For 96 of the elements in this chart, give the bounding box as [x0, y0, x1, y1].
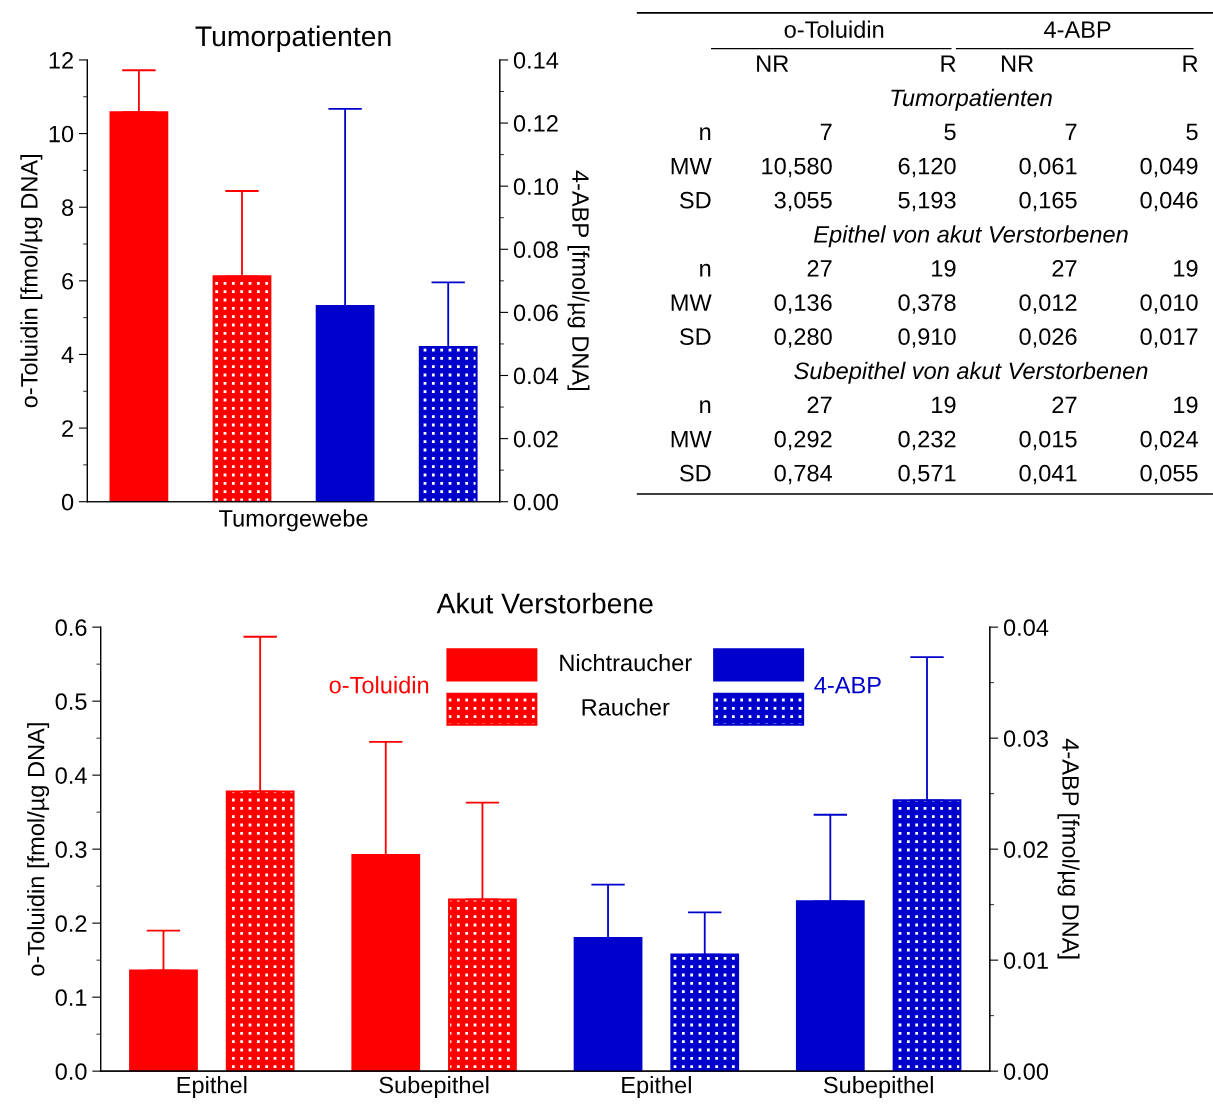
text: Epithel von akut Verstorbenen — [814, 225, 1128, 248]
x-tick-label: Epithel — [622, 1076, 691, 1099]
text: 0,280 — [774, 328, 832, 348]
text: 7 — [820, 123, 832, 141]
y-tick-label: 0.1 — [55, 989, 87, 1006]
text: 0,165 — [1019, 191, 1077, 212]
y-tick-label: 0.3 — [55, 841, 87, 858]
y-tick-label: 0.6 — [55, 619, 87, 636]
category-label: SD — [680, 464, 711, 482]
y2-tick-label: 0.04 — [1003, 619, 1049, 636]
category-label: SD — [680, 191, 711, 209]
text: 0,910 — [898, 328, 956, 348]
category-label: SD — [680, 328, 711, 346]
legend-label: Raucher — [582, 698, 670, 716]
text: 27 — [1052, 396, 1077, 414]
category-label: NR — [757, 55, 789, 72]
text: 19 — [1174, 396, 1198, 414]
y2-axis-title: 4-ABP [fmol/µg DNA] — [567, 170, 590, 391]
y-tick-label: 4 — [61, 346, 74, 364]
text: 0,024 — [1140, 430, 1198, 451]
text: 27 — [1052, 260, 1077, 277]
category-label: R — [1183, 55, 1198, 72]
category-label: R — [941, 55, 956, 72]
y-axis-title: o-Toluidin [fmol/µg DNA] — [20, 154, 43, 408]
text: 0,232 — [898, 430, 956, 451]
x-tick-label: Subepithel — [823, 1076, 933, 1099]
chart-title: Akut Verstorbene — [436, 592, 653, 614]
y-tick-label: 12 — [49, 52, 73, 69]
x-tick-label: Epithel — [177, 1076, 247, 1099]
text: 27 — [807, 396, 832, 414]
chart-title: Tumorpatienten — [195, 25, 391, 52]
category-label: MW — [671, 430, 712, 448]
text: 0,017 — [1140, 328, 1198, 348]
text: o-Toluidin — [784, 20, 884, 38]
text: 0,015 — [1019, 430, 1077, 451]
text: 0,061 — [1019, 157, 1077, 178]
y2-tick-label: 0.06 — [513, 304, 558, 322]
y-tick-label: 2 — [62, 420, 73, 437]
y2-tick-label: 0.12 — [513, 115, 558, 132]
text: 0,292 — [774, 430, 832, 451]
text: 0,012 — [1019, 294, 1077, 314]
text: 19 — [932, 396, 956, 414]
y2-tick-label: 0.08 — [513, 241, 558, 259]
annotation: 4-ABP — [814, 676, 881, 694]
annotation: o-Toluidin — [329, 676, 429, 694]
y-tick-label: 0.5 — [55, 693, 87, 710]
category-label: NR — [1001, 55, 1034, 72]
category-label: n — [700, 263, 711, 277]
text: 6,120 — [898, 157, 956, 178]
x-axis-title: Tumorgewebe — [219, 509, 368, 532]
text: 0,136 — [774, 294, 832, 314]
text: 0,010 — [1140, 294, 1198, 314]
category-label: MW — [671, 157, 712, 175]
text: 0,049 — [1140, 157, 1198, 178]
y-tick-label: 0.2 — [55, 915, 87, 932]
y2-tick-label: 0.10 — [513, 178, 558, 195]
text: 0,571 — [898, 464, 956, 485]
text: 0,026 — [1019, 328, 1077, 348]
y2-tick-label: 0.03 — [1003, 730, 1048, 747]
text: 0,784 — [774, 464, 833, 485]
x-tick-label: Subepithel — [379, 1076, 489, 1099]
y2-tick-label: 0.02 — [513, 430, 558, 448]
y2-axis-title: 4-ABP [fmol/µg DNA] — [1057, 738, 1080, 959]
text: 7 — [1065, 123, 1077, 141]
legend-label: Nichtraucher — [560, 653, 692, 672]
category-label: MW — [671, 294, 712, 311]
text: 4-ABP — [1044, 21, 1111, 38]
text: 5 — [1186, 123, 1198, 141]
text: 5,193 — [898, 191, 956, 212]
y-tick-label: 0.0 — [55, 1063, 87, 1080]
y-axis-title: o-Toluidin [fmol/µg DNA] — [27, 723, 50, 976]
y-tick-label: 6 — [62, 272, 74, 290]
text: 27 — [807, 260, 832, 277]
text: 0,055 — [1140, 464, 1198, 485]
text: Subepithel von akut Verstorbenen — [794, 361, 1148, 384]
text: 19 — [932, 260, 956, 277]
text: 0,046 — [1140, 191, 1198, 212]
y2-tick-label: 0.14 — [513, 52, 559, 69]
category-label: n — [700, 127, 711, 141]
text: 0,378 — [898, 294, 956, 314]
text: 0,041 — [1019, 464, 1077, 485]
y2-tick-label: 0.02 — [1003, 841, 1048, 858]
text: 5 — [944, 123, 956, 141]
y2-tick-label: 0.01 — [1003, 952, 1048, 969]
text: 10,580 — [762, 157, 832, 178]
category-label: n — [700, 400, 711, 414]
text: 3,055 — [774, 191, 832, 212]
y-tick-label: 0 — [61, 493, 74, 511]
y-tick-label: 0.4 — [55, 767, 87, 784]
y2-tick-label: 0.00 — [513, 493, 558, 511]
y2-tick-label: 0.04 — [513, 367, 559, 385]
text: 19 — [1174, 260, 1198, 277]
y-tick-label: 10 — [49, 125, 74, 143]
y2-tick-label: 0.00 — [1003, 1063, 1049, 1080]
text: Tumorpatienten — [891, 88, 1052, 111]
y-tick-label: 8 — [62, 199, 74, 216]
